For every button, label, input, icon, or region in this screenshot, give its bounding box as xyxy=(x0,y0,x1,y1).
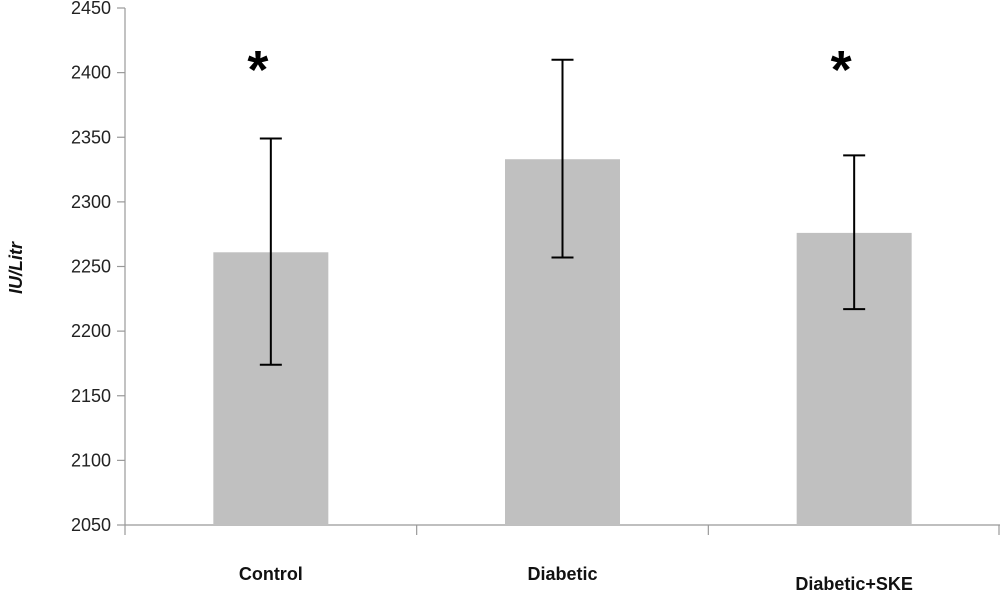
x-axis-categories: Control Diabetic Diabetic+SKE xyxy=(239,564,913,594)
y-tick-label: 2300 xyxy=(71,192,111,212)
y-tick-label: 2250 xyxy=(71,257,111,277)
x-category-label: Diabetic xyxy=(527,564,597,584)
y-tick-label: 2200 xyxy=(71,321,111,341)
y-tick-label: 2100 xyxy=(71,450,111,470)
x-category-label: Diabetic+SKE xyxy=(795,574,913,594)
x-category-label: Control xyxy=(239,564,303,584)
y-tick-label: 2050 xyxy=(71,515,111,535)
y-tick-label: 2450 xyxy=(71,0,111,18)
error-bars xyxy=(259,58,866,366)
significance-asterisk: * xyxy=(247,40,268,100)
y-axis-ticks: 2050 2100 2150 2200 2250 2300 2350 2400 2450 xyxy=(71,0,125,535)
y-tick-label: 2350 xyxy=(71,127,111,147)
bars xyxy=(213,159,912,525)
significance-asterisk: * xyxy=(831,40,852,100)
y-tick-label: 2150 xyxy=(71,386,111,406)
y-axis-label: IU/Litr xyxy=(6,241,26,294)
y-tick-label: 2400 xyxy=(71,63,111,83)
significance-markers: * * xyxy=(247,40,851,100)
